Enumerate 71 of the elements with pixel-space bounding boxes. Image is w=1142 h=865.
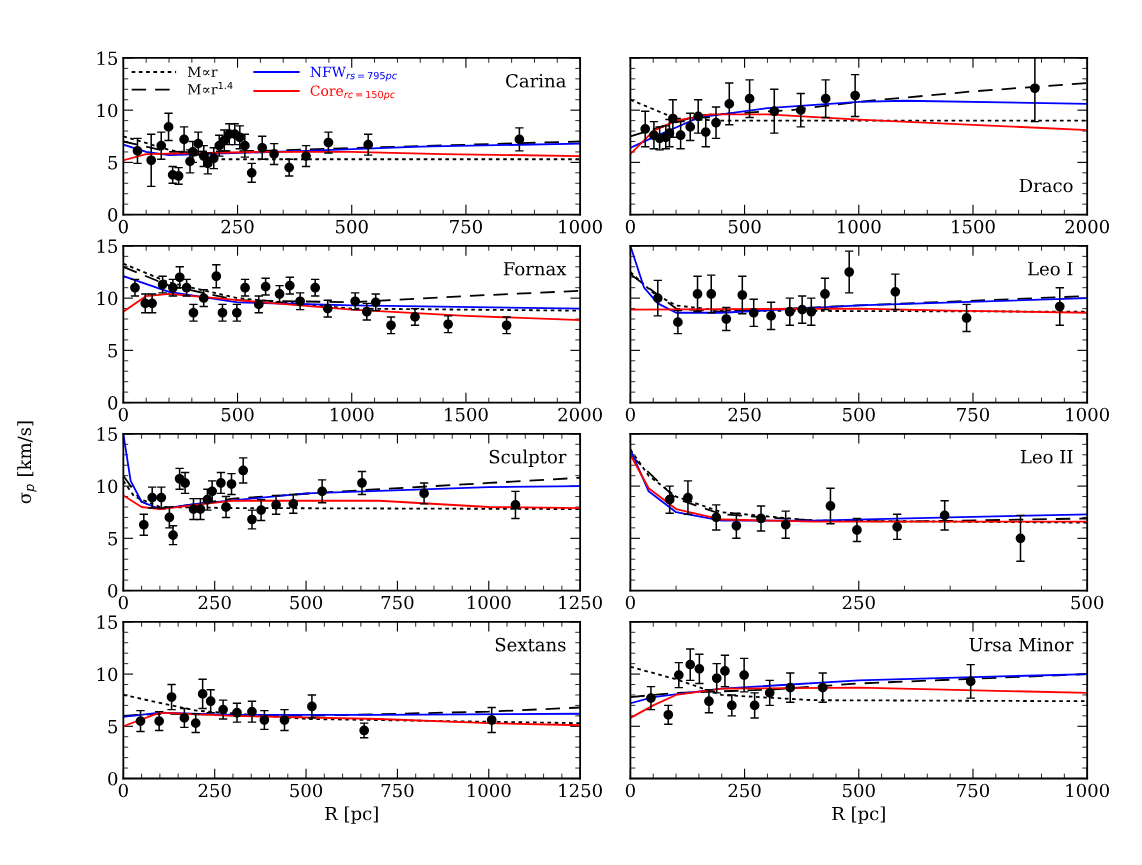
x-tick-label: 1000 bbox=[468, 783, 511, 798]
y-tick-label: 5 bbox=[108, 532, 118, 546]
y-tick-label: 10 bbox=[97, 103, 118, 118]
x-tick-label: 0 bbox=[625, 219, 635, 234]
x-tick-label: 500 bbox=[728, 219, 761, 234]
text: Fornax bbox=[503, 262, 567, 276]
x-tick-label: 500 bbox=[221, 407, 254, 422]
x-tick-label: 500 bbox=[843, 407, 875, 422]
y-tick-label: 0 bbox=[108, 396, 118, 410]
x-tick-label: 0 bbox=[625, 783, 635, 798]
x-tick-label: 250 bbox=[728, 407, 761, 422]
x-tick-label: 0 bbox=[625, 595, 635, 610]
y-tick-label: 15 bbox=[97, 427, 118, 442]
x-tick-label: 500 bbox=[290, 595, 323, 610]
x-tick-label: 750 bbox=[957, 407, 990, 422]
x-tick-label: 500 bbox=[1071, 595, 1104, 610]
x-tick-label: 500 bbox=[843, 783, 875, 798]
y-tick-label: 15 bbox=[97, 239, 118, 254]
x-tick-label: 1000 bbox=[559, 219, 602, 234]
text: Draco bbox=[1019, 178, 1073, 193]
x-tick-label: 1000 bbox=[1066, 783, 1109, 798]
x-tick-label: 500 bbox=[336, 219, 368, 234]
y-tick-label: 5 bbox=[108, 344, 118, 358]
y-tick-label: 15 bbox=[97, 51, 118, 66]
x-tick-label: 0 bbox=[625, 407, 635, 422]
x-tick-label: 750 bbox=[450, 219, 482, 234]
legend-label: NFW$_{rs=795pc}$ bbox=[310, 66, 397, 82]
y-tick-label: 0 bbox=[108, 771, 118, 786]
x-tick-label: 250 bbox=[221, 219, 254, 234]
x-axis-title: R [pc] bbox=[832, 806, 885, 824]
y-tick-label: 0 bbox=[108, 583, 118, 598]
y-tick-label: 10 bbox=[97, 667, 118, 682]
x-tick-label: 1250 bbox=[559, 595, 602, 610]
x-tick-label: 750 bbox=[957, 783, 990, 798]
y-tick-label: 10 bbox=[97, 479, 118, 494]
x-tick-label: 500 bbox=[290, 783, 323, 798]
x-tick-label: 2000 bbox=[558, 407, 602, 422]
y-tick-label: 5 bbox=[108, 719, 118, 734]
y-tick-label: 0 bbox=[108, 208, 118, 222]
x-tick-label: 1500 bbox=[445, 407, 488, 422]
text: Carina bbox=[506, 73, 566, 88]
x-tick-label: 0 bbox=[118, 783, 128, 798]
x-tick-label: 250 bbox=[728, 783, 761, 798]
x-axis-title: R [pc] bbox=[325, 806, 378, 824]
x-tick-label: 0 bbox=[118, 595, 128, 610]
x-tick-label: 750 bbox=[381, 595, 414, 610]
y-tick-label: 5 bbox=[108, 156, 118, 170]
legend-label: M∝r bbox=[187, 66, 218, 77]
x-tick-label: 1000 bbox=[1066, 407, 1109, 422]
x-tick-label: 2000 bbox=[1065, 219, 1109, 234]
x-tick-label: 250 bbox=[198, 595, 231, 610]
x-tick-label: 0 bbox=[118, 219, 128, 234]
text: Sextans bbox=[495, 637, 566, 652]
text: Ursa Minor bbox=[969, 637, 1074, 652]
x-tick-label: 0 bbox=[118, 407, 128, 422]
text: Leo I bbox=[1028, 262, 1073, 276]
x-tick-label: 750 bbox=[381, 783, 414, 798]
legend-label: M∝r$^{1.4}$ bbox=[187, 81, 233, 95]
x-tick-label: 1000 bbox=[330, 407, 374, 422]
y-tick-label: 10 bbox=[97, 291, 118, 306]
x-tick-label: 1000 bbox=[838, 219, 881, 234]
x-tick-label: 1250 bbox=[559, 783, 602, 798]
legend-label: Core$_{rc=150pc}$ bbox=[310, 85, 396, 101]
y-tick-label: 15 bbox=[97, 615, 118, 629]
x-tick-label: 250 bbox=[842, 595, 875, 610]
text: Sculptor bbox=[489, 449, 567, 468]
text: Leo II bbox=[1020, 450, 1073, 464]
y-axis-title: σ$_{p}$ [km/s] bbox=[17, 421, 37, 504]
x-tick-label: 1500 bbox=[952, 219, 995, 234]
x-tick-label: 1000 bbox=[468, 595, 511, 610]
x-tick-label: 250 bbox=[198, 783, 231, 798]
